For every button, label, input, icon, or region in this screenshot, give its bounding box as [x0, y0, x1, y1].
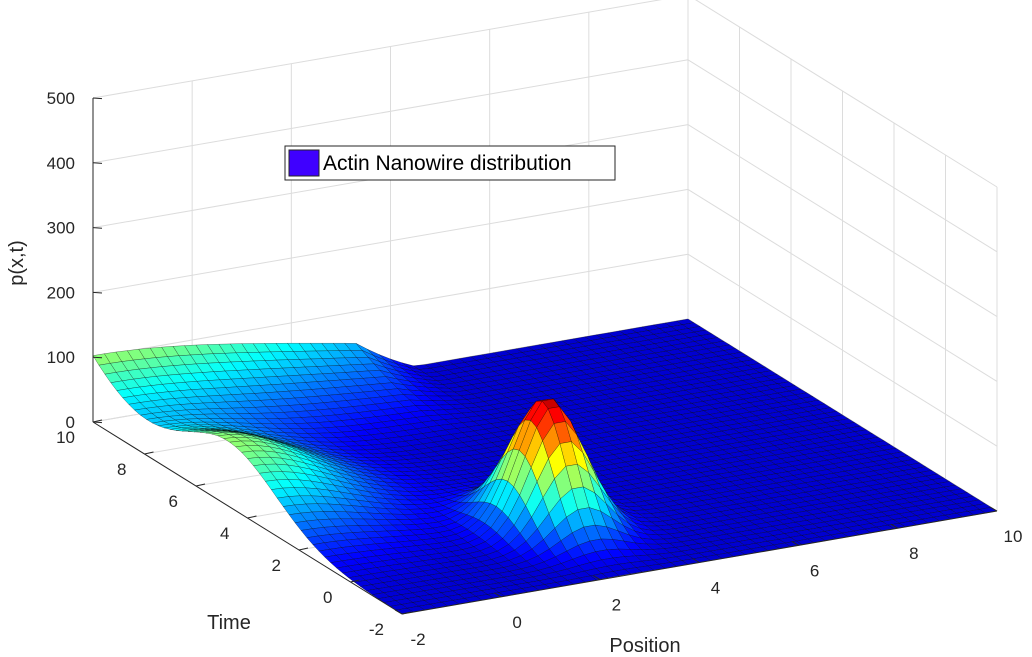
y-axis-line	[92, 421, 403, 615]
grid-line	[92, 253, 689, 358]
y-tick-mark	[247, 515, 257, 519]
x-tick-mark	[890, 523, 899, 529]
z-tick-labels: 0 100 200 300 400 500	[47, 89, 103, 432]
y-tick-label: 4	[220, 524, 229, 543]
z-tick-mark	[92, 97, 103, 100]
x-tick-mark	[493, 592, 502, 598]
y-tick-label: 2	[272, 556, 281, 575]
x-tick-mark	[791, 540, 799, 546]
z-tick-mark	[92, 162, 103, 164]
legend-box	[284, 145, 616, 181]
x-axis-label: Position	[609, 635, 680, 657]
y-tick-label: -2	[369, 620, 384, 639]
grid-line	[92, 59, 689, 164]
grid-line	[687, 59, 998, 253]
z-tick-label: 0	[66, 413, 75, 432]
z-tick-label: 100	[47, 348, 75, 367]
y-tick-mark	[350, 579, 360, 583]
y-tick-label: 0	[323, 588, 332, 607]
y-tick-label: 6	[169, 492, 178, 511]
y-tick-label: 8	[117, 460, 126, 479]
x-tick-label: 0	[512, 613, 521, 632]
y-tick-label: 10	[56, 428, 75, 447]
z-tick-label: 300	[47, 219, 75, 238]
legend-swatch	[288, 149, 320, 177]
z-tick-label: 200	[47, 283, 75, 302]
z-tick-mark	[92, 227, 103, 229]
axes: 0 100 200 300 400 500 -2 0 2 4 6 8 10 -2 0 2 4 6 8 10 p(x…	[6, 89, 1022, 657]
x-axis-line	[401, 510, 998, 615]
x-tick-label: 8	[909, 544, 918, 563]
grid-line	[695, 0, 998, 188]
z-tick-mark	[92, 356, 103, 359]
x-tick-label: -2	[410, 630, 425, 649]
grid-line	[92, 0, 663, 99]
y-tick-mark	[298, 547, 309, 551]
grid-line	[92, 188, 689, 293]
z-axis-label: p(x,t)	[6, 240, 28, 286]
z-tick-label: 500	[47, 89, 75, 108]
x-tick-mark	[692, 558, 700, 563]
x-tick-label: 2	[612, 596, 621, 615]
grid-line	[687, 188, 998, 382]
x-tick-label: 10	[1004, 527, 1023, 546]
legend-entry: Actin Nanowire distribution	[323, 152, 572, 175]
x-tick-label: 6	[810, 561, 819, 580]
x-tick-labels: -2 0 2 4 6 8 10	[394, 506, 1023, 649]
x-tick-label: 4	[711, 579, 720, 598]
y-axis-label: Time	[207, 612, 251, 634]
z-tick-label: 400	[47, 154, 75, 173]
x-tick-mark	[989, 506, 998, 512]
grid-line	[687, 253, 998, 447]
y-tick-mark	[195, 483, 206, 487]
legend: Actin Nanowire distribution	[284, 145, 616, 181]
x-tick-mark	[593, 575, 601, 581]
y-tick-mark	[144, 451, 154, 455]
surface	[92, 318, 998, 615]
grid-line	[687, 124, 998, 318]
y-tick-mark	[92, 419, 103, 423]
z-tick-mark	[92, 291, 103, 294]
